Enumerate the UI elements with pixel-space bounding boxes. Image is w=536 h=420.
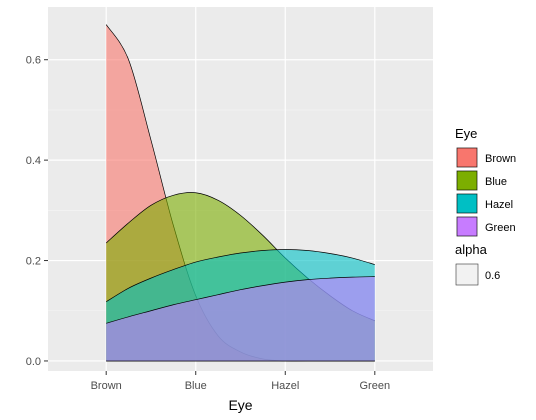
y-axis: 0.0 0.2 0.4 0.6 — [26, 55, 48, 368]
legend-fill-title: Eye — [455, 126, 477, 141]
x-tick-label: Brown — [91, 380, 122, 392]
legend-fill: Eye Brown Blue Hazel Green — [455, 126, 516, 237]
y-tick-label: 0.2 — [26, 256, 41, 268]
area-outline-hazel — [106, 249, 375, 303]
legend-key-blue — [456, 170, 478, 191]
legend-label-hazel: Hazel — [485, 199, 513, 211]
legend-alpha-label: 0.6 — [485, 270, 500, 282]
legend-label-green: Green — [485, 222, 516, 234]
legend-label-blue: Blue — [485, 176, 507, 188]
area-outline-green — [106, 276, 375, 324]
y-tick-label: 0.6 — [26, 55, 41, 67]
x-tick-label: Blue — [185, 380, 207, 392]
legend-alpha-title: alpha — [455, 242, 488, 257]
legend-key-green — [456, 216, 478, 237]
area-green — [106, 276, 375, 361]
legend-key-hazel — [456, 193, 478, 214]
legend-alpha: alpha 0.6 — [455, 242, 500, 286]
x-tick-label: Hazel — [271, 380, 299, 392]
x-tick-label: Green — [360, 380, 391, 392]
legend-label-brown: Brown — [485, 153, 516, 165]
x-axis: Brown Blue Hazel Green — [91, 371, 390, 392]
x-axis-title: Eye — [228, 397, 252, 413]
legend-alpha-key — [455, 263, 479, 286]
density-areas — [105, 24, 375, 362]
legend-key-brown — [456, 147, 478, 168]
y-tick-label: 0.4 — [26, 155, 41, 167]
y-tick-label: 0.0 — [26, 356, 41, 368]
